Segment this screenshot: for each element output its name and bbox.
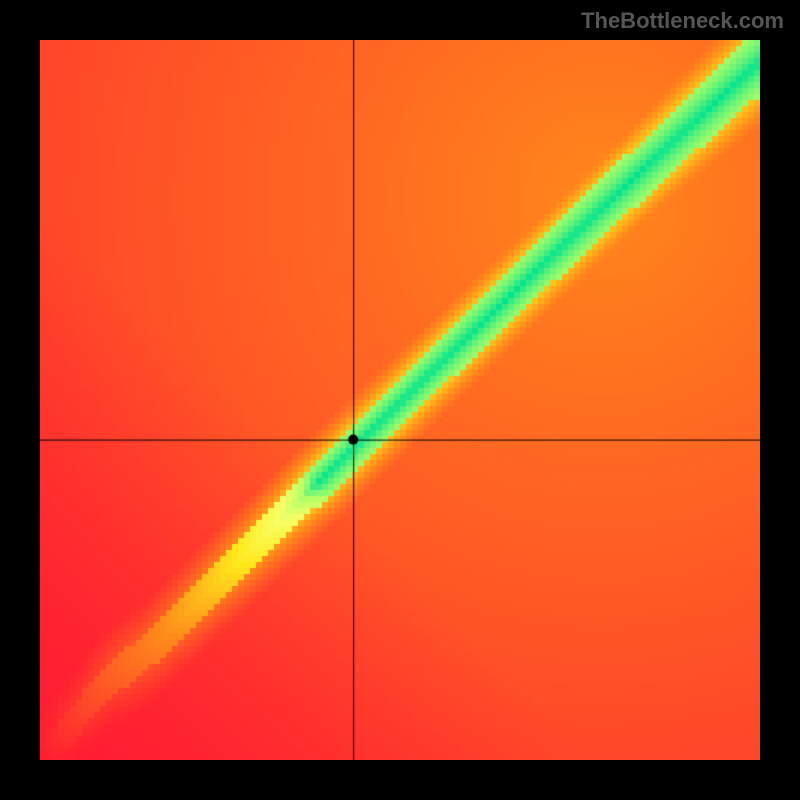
bottleneck-heatmap [40, 40, 760, 760]
watermark-text: TheBottleneck.com [581, 8, 784, 34]
chart-container: TheBottleneck.com [0, 0, 800, 800]
